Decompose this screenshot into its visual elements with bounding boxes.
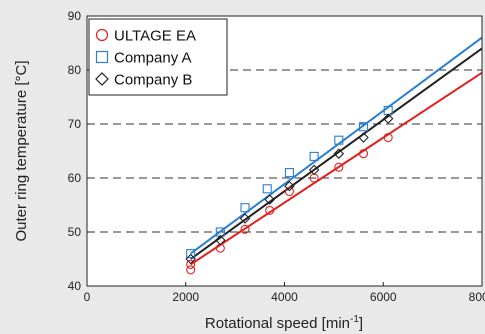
x-tick-label: 6000 xyxy=(370,290,397,304)
data-point-series-1 xyxy=(186,265,196,275)
data-point-series-2 xyxy=(334,135,344,145)
legend-marker-circle xyxy=(95,28,109,42)
data-point-series-3 xyxy=(239,213,251,224)
data-point-series-3 xyxy=(284,180,295,192)
data-point-series-3 xyxy=(185,253,196,265)
data-point-series-2 xyxy=(240,203,250,213)
legend-marker-diamond xyxy=(95,72,109,86)
y-tick-label: 60 xyxy=(68,171,82,185)
data-point-series-1 xyxy=(358,149,369,159)
data-points xyxy=(185,105,394,275)
data-point-series-3 xyxy=(382,113,394,124)
legend: ULTAGE EA Company A Company B xyxy=(88,18,228,96)
legend-label: Company A xyxy=(114,50,192,67)
data-point-series-3 xyxy=(333,148,345,159)
data-point-series-1 xyxy=(284,186,294,197)
x-tick-label: 8000 xyxy=(469,290,485,304)
y-axis-label: Outer ring temperature [°C] xyxy=(13,60,30,241)
fit-lines xyxy=(190,36,483,266)
y-tick-label: 80 xyxy=(68,63,82,77)
data-point-series-2 xyxy=(358,122,369,132)
y-tick-label: 50 xyxy=(68,225,82,239)
data-point-series-1 xyxy=(265,205,275,215)
data-point-series-3 xyxy=(308,164,320,176)
data-point-series-3 xyxy=(358,132,369,143)
x-axis-label-main: Rotational speed [min xyxy=(205,315,350,332)
x-axis-label: Rotational speed [min-1] xyxy=(205,314,363,332)
fit-line-3 xyxy=(190,47,483,260)
x-axis-label-tail: ] xyxy=(359,315,363,332)
legend-marker-square xyxy=(95,50,109,64)
data-point-series-2 xyxy=(309,151,319,161)
fit-line-2 xyxy=(190,36,483,255)
legend-label: ULTAGE EA xyxy=(114,28,196,45)
x-axis-label-superscript: -1 xyxy=(350,314,359,325)
y-tick-label: 70 xyxy=(68,117,82,131)
data-point-series-1 xyxy=(186,259,196,269)
legend-box xyxy=(88,18,228,96)
x-tick-label: 2000 xyxy=(172,290,199,304)
x-tick-label: 4000 xyxy=(271,290,298,304)
data-point-series-2 xyxy=(262,184,272,194)
fit-line-1 xyxy=(190,71,483,266)
axis-ticks: 0 2000 4000 6000 8000 40 50 60 70 80 90 xyxy=(68,9,485,304)
legend-label: Company B xyxy=(114,72,192,89)
y-tick-label: 90 xyxy=(68,9,82,23)
data-point-series-1 xyxy=(383,132,393,143)
data-point-series-3 xyxy=(215,234,226,246)
data-point-series-3 xyxy=(264,194,275,205)
data-point-series-1 xyxy=(240,224,250,234)
data-point-series-1 xyxy=(334,162,344,172)
y-tick-label: 40 xyxy=(68,279,82,293)
data-point-series-2 xyxy=(284,168,294,178)
data-point-series-2 xyxy=(186,249,196,259)
x-tick-label: 0 xyxy=(84,290,91,304)
